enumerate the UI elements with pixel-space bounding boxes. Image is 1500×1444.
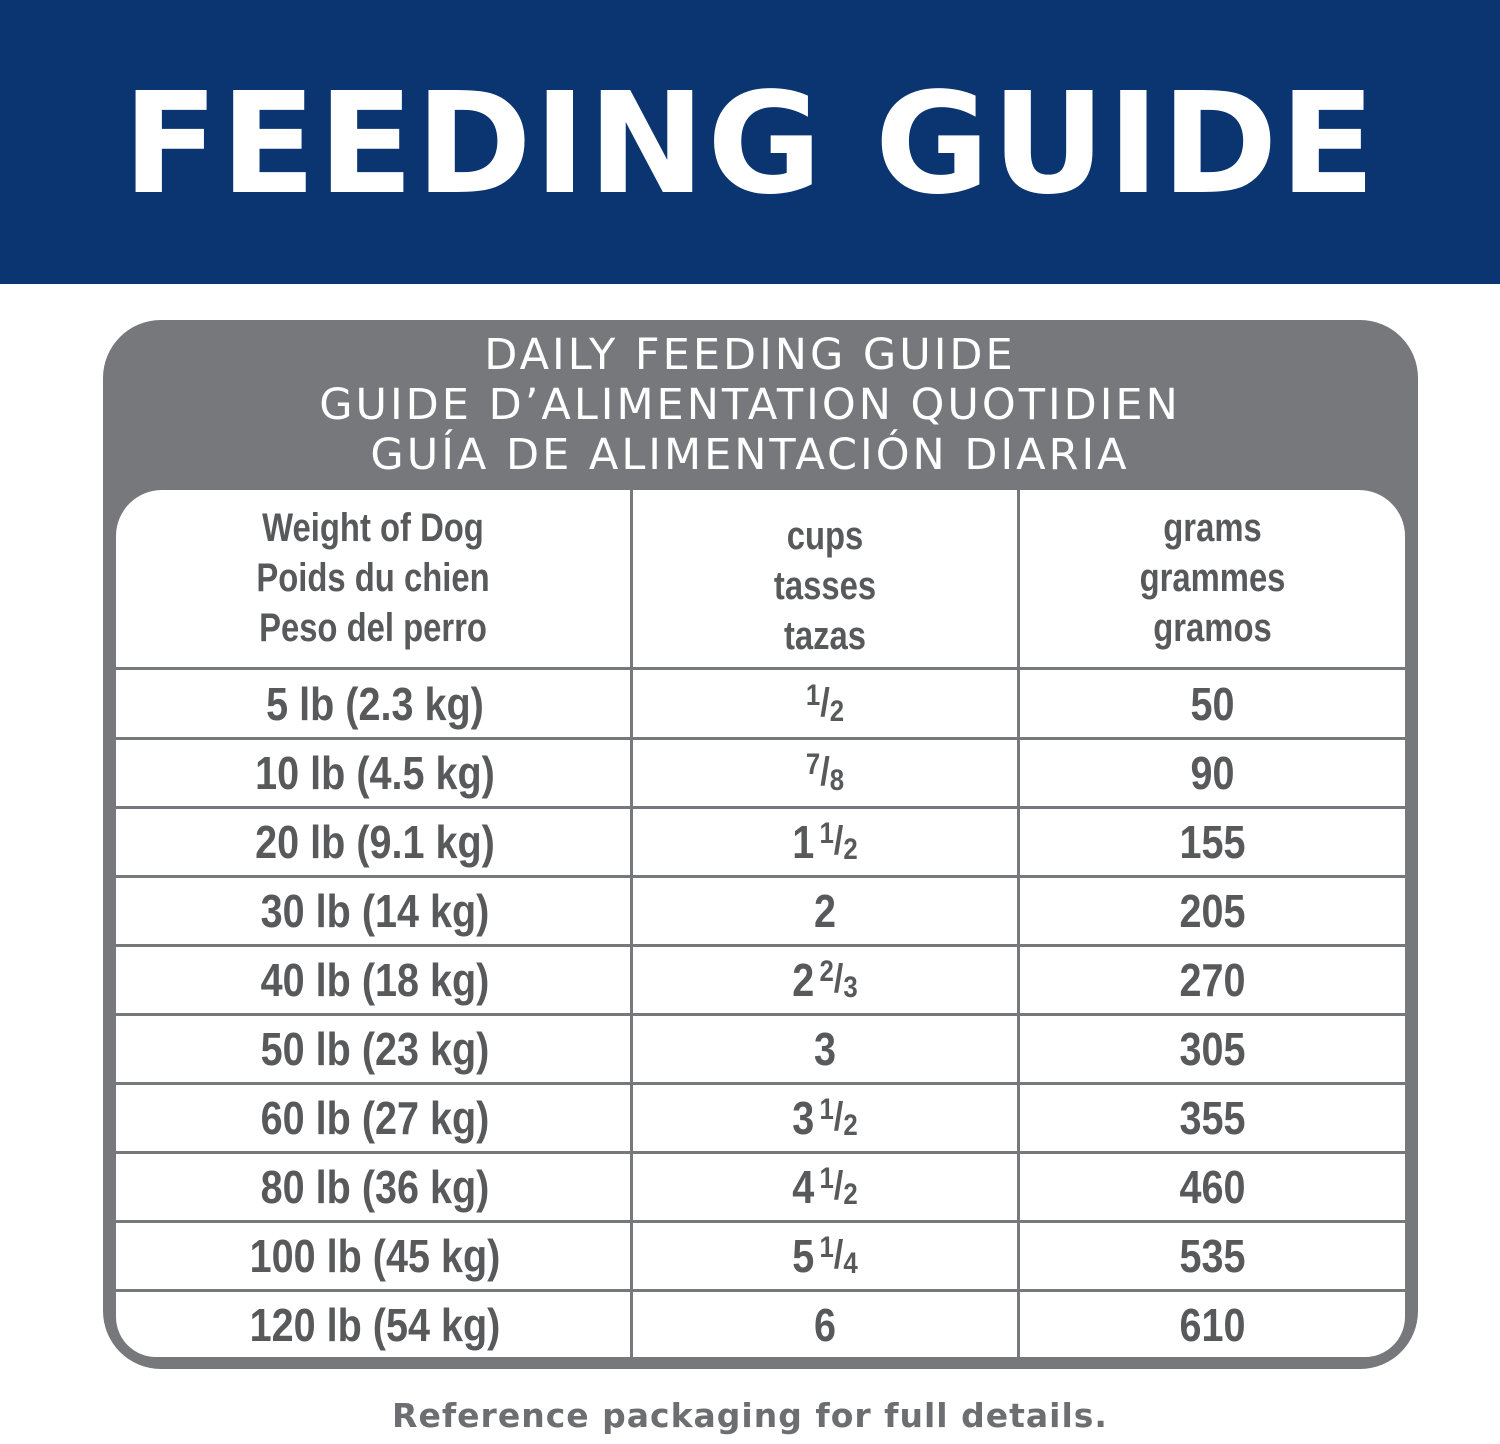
weight-cell: 120 lb (54 kg) bbox=[249, 1298, 501, 1351]
weight-cell: 40 lb (18 kg) bbox=[260, 953, 490, 1006]
weight-cell: 60 lb (27 kg) bbox=[260, 1091, 490, 1144]
header-line: gramos bbox=[1153, 606, 1272, 650]
grams-cell: 610 bbox=[1179, 1298, 1246, 1351]
weight-cell: 50 lb (23 kg) bbox=[260, 1022, 490, 1075]
grams-cell: 205 bbox=[1179, 884, 1246, 937]
cups-cell: 1 1/2 bbox=[792, 815, 858, 868]
cups-whole: 5 bbox=[792, 1229, 815, 1282]
header-cups: cups tasses tazas bbox=[668, 511, 983, 661]
page-title: FEEDING GUIDE bbox=[122, 63, 1378, 226]
footer-note: Reference packaging for full details. bbox=[392, 1396, 1108, 1435]
table-heading: DAILY FEEDING GUIDE GUIDE D’ALIMENTATION… bbox=[0, 330, 1500, 480]
table-heading-french: GUIDE D’ALIMENTATION QUOTIDIEN bbox=[319, 380, 1181, 430]
cups-whole: 3 bbox=[813, 1022, 837, 1075]
header-line: cups bbox=[786, 514, 864, 558]
cups-cell: 1/2 bbox=[805, 678, 845, 728]
cups-cell: 6 bbox=[660, 1291, 990, 1358]
title-banner bbox=[0, 0, 1500, 284]
cups-cell: 3 bbox=[660, 1015, 990, 1082]
header-line: grammes bbox=[1139, 556, 1286, 600]
grams-cell: 90 bbox=[1190, 746, 1235, 799]
column-divider bbox=[630, 490, 633, 1357]
grams-cell: 355 bbox=[1179, 1091, 1246, 1144]
row-divider bbox=[116, 875, 1405, 878]
weight-cell: 20 lb (9.1 kg) bbox=[255, 815, 495, 868]
row-divider bbox=[116, 667, 1405, 670]
header-line: Weight of Dog bbox=[262, 506, 484, 550]
header-line: tasses bbox=[773, 564, 877, 608]
fraction-slash: / bbox=[820, 681, 830, 725]
fraction-slash: / bbox=[833, 957, 844, 1001]
column-divider bbox=[1017, 490, 1020, 1357]
fraction-slash: / bbox=[833, 1095, 844, 1139]
cups-cell: 5 1/4 bbox=[792, 1229, 858, 1282]
fraction-slash: / bbox=[833, 819, 844, 863]
grams-cell: 305 bbox=[1179, 1022, 1246, 1075]
fraction-slash: / bbox=[820, 750, 830, 794]
row-divider bbox=[116, 1289, 1405, 1292]
cups-cell: 2 bbox=[660, 877, 990, 944]
row-divider bbox=[116, 1151, 1405, 1154]
cups-whole: 2 bbox=[792, 953, 815, 1006]
header-line: tazas bbox=[783, 614, 867, 658]
row-divider bbox=[116, 1220, 1405, 1223]
fraction-slash: / bbox=[833, 1164, 844, 1208]
header-line: grams bbox=[1163, 506, 1262, 550]
cups-cell: 7/8 bbox=[805, 747, 845, 797]
weight-cell: 10 lb (4.5 kg) bbox=[255, 746, 495, 799]
grams-cell: 535 bbox=[1179, 1229, 1246, 1282]
table-heading-english: DAILY FEEDING GUIDE bbox=[484, 330, 1016, 380]
cups-whole: 1 bbox=[792, 815, 815, 868]
cups-whole: 2 bbox=[813, 884, 837, 937]
fraction-slash: / bbox=[833, 1233, 844, 1277]
cups-cell: 2 2/3 bbox=[792, 953, 858, 1006]
grams-cell: 270 bbox=[1179, 953, 1246, 1006]
row-divider bbox=[116, 737, 1405, 740]
grams-cell: 460 bbox=[1179, 1160, 1246, 1213]
header-grams: grams grammes gramos bbox=[1055, 503, 1371, 653]
weight-cell: 100 lb (45 kg) bbox=[249, 1229, 501, 1282]
grams-cell: 50 bbox=[1190, 677, 1235, 730]
weight-cell: 80 lb (36 kg) bbox=[260, 1160, 490, 1213]
feeding-table bbox=[116, 490, 1405, 1357]
row-divider bbox=[116, 1013, 1405, 1016]
cups-cell: 3 1/2 bbox=[792, 1091, 858, 1144]
cups-cell: 4 1/2 bbox=[792, 1160, 858, 1213]
cups-whole: 4 bbox=[792, 1160, 815, 1213]
row-divider bbox=[116, 944, 1405, 947]
table-heading-spanish: GUÍA DE ALIMENTACIÓN DIARIA bbox=[370, 430, 1130, 480]
weight-cell: 5 lb (2.3 kg) bbox=[266, 677, 484, 730]
cups-whole: 6 bbox=[813, 1298, 837, 1351]
header-line: Poids du chien bbox=[256, 556, 490, 600]
grams-cell: 155 bbox=[1179, 815, 1246, 868]
cups-whole: 3 bbox=[792, 1091, 815, 1144]
header-line: Peso del perro bbox=[259, 606, 487, 650]
row-divider bbox=[116, 1082, 1405, 1085]
weight-cell: 30 lb (14 kg) bbox=[260, 884, 490, 937]
header-weight: Weight of Dog Poids du chien Peso del perr… bbox=[162, 503, 583, 653]
row-divider bbox=[116, 806, 1405, 809]
